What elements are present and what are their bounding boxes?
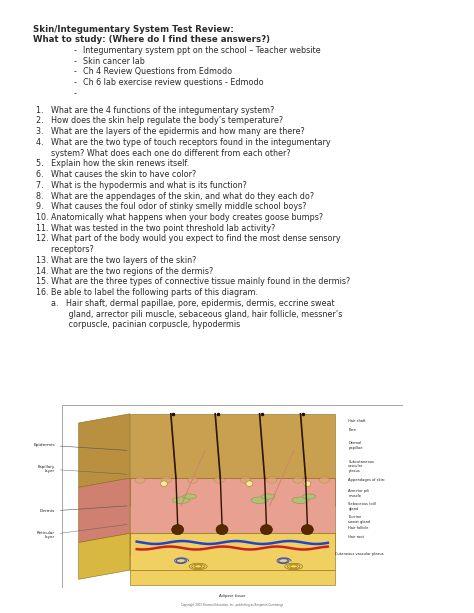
Ellipse shape <box>301 525 313 535</box>
Text: -: - <box>73 56 76 66</box>
Text: system? What does each one do different from each other?: system? What does each one do different … <box>36 148 290 158</box>
Text: Skin cancer lab: Skin cancer lab <box>83 56 145 66</box>
Ellipse shape <box>302 494 316 499</box>
Text: 15. What are the three types of connective tissue mainly found in the dermis?: 15. What are the three types of connecti… <box>36 277 350 286</box>
Bar <box>130 478 335 506</box>
Ellipse shape <box>240 477 251 483</box>
Text: What to study: (Where do I find these answers?): What to study: (Where do I find these an… <box>33 35 270 44</box>
Text: Appendages of skin:: Appendages of skin: <box>348 478 385 482</box>
Text: 5.   Explain how the skin renews itself.: 5. Explain how the skin renews itself. <box>36 159 189 169</box>
Ellipse shape <box>161 481 167 487</box>
Bar <box>130 570 335 585</box>
Text: Papillary
layer: Papillary layer <box>37 465 127 474</box>
Text: 8.   What are the appendages of the skin, and what do they each do?: 8. What are the appendages of the skin, … <box>36 191 314 200</box>
Text: Ch 4 Review Questions from Edmodo: Ch 4 Review Questions from Edmodo <box>83 67 232 77</box>
Text: Sebaceous (oil)
gland: Sebaceous (oil) gland <box>348 502 376 511</box>
Text: corpuscle, pacinian corpuscle, hypodermis: corpuscle, pacinian corpuscle, hypodermi… <box>36 320 240 329</box>
Text: Hair shaft: Hair shaft <box>348 419 366 424</box>
Ellipse shape <box>214 477 224 483</box>
Text: Arrector pili
muscle: Arrector pili muscle <box>348 489 370 498</box>
Ellipse shape <box>261 494 275 499</box>
Text: 2.   How does the skin help regulate the body’s temperature?: 2. How does the skin help regulate the b… <box>36 116 283 126</box>
Text: Hair root: Hair root <box>348 535 365 539</box>
Text: gland, arrector pili muscle, sebaceous gland, hair follicle, messner’s: gland, arrector pili muscle, sebaceous g… <box>36 310 342 319</box>
Text: -: - <box>73 46 76 55</box>
Polygon shape <box>79 478 130 543</box>
Polygon shape <box>130 414 335 478</box>
Ellipse shape <box>161 477 172 483</box>
Ellipse shape <box>196 565 201 568</box>
Ellipse shape <box>172 525 183 535</box>
Text: 9.   What causes the foul odor of stinky smelly middle school boys?: 9. What causes the foul odor of stinky s… <box>36 202 306 211</box>
Text: Dermal
papillae: Dermal papillae <box>348 441 363 450</box>
Text: Hair follicle: Hair follicle <box>348 526 369 530</box>
Text: Ch 6 lab exercise review questions - Edmodo: Ch 6 lab exercise review questions - Edm… <box>83 78 264 87</box>
Text: Reticular
layer: Reticular layer <box>37 525 127 539</box>
Ellipse shape <box>183 494 196 499</box>
Text: Eccrine
sweat gland: Eccrine sweat gland <box>348 515 371 524</box>
Ellipse shape <box>216 525 228 535</box>
Text: -: - <box>73 89 76 98</box>
Polygon shape <box>79 533 130 579</box>
Text: Adipose tissue: Adipose tissue <box>219 594 246 598</box>
Text: 10. Anatomically what happens when your body creates goose bumps?: 10. Anatomically what happens when your … <box>36 213 323 222</box>
Ellipse shape <box>291 565 296 568</box>
Text: 7.   What is the hypodermis and what is its function?: 7. What is the hypodermis and what is it… <box>36 181 246 190</box>
Text: Skin/Integumentary System Test Review:: Skin/Integumentary System Test Review: <box>33 25 234 34</box>
Ellipse shape <box>260 525 273 535</box>
Text: 11. What was tested in the two point threshold lab activity?: 11. What was tested in the two point thr… <box>36 224 275 233</box>
Ellipse shape <box>293 477 303 483</box>
Text: 16. Be able to label the following parts of this diagram.: 16. Be able to label the following parts… <box>36 288 257 297</box>
Text: 6.   What causes the skin to have color?: 6. What causes the skin to have color? <box>36 170 196 179</box>
Text: Copyright 2003 Pearson Education, Inc. publishing as Benjamin Cummings: Copyright 2003 Pearson Education, Inc. p… <box>181 603 283 607</box>
Text: -: - <box>73 78 76 87</box>
Text: receptors?: receptors? <box>36 245 93 254</box>
Text: 14. What are the two regions of the dermis?: 14. What are the two regions of the derm… <box>36 267 213 276</box>
Text: Integumentary system ppt on the school – Teacher website: Integumentary system ppt on the school –… <box>83 46 320 55</box>
Ellipse shape <box>292 497 309 503</box>
Text: Dermis: Dermis <box>39 506 127 513</box>
Polygon shape <box>130 478 335 533</box>
Text: 1.   What are the 4 functions of the integumentary system?: 1. What are the 4 functions of the integ… <box>36 105 274 115</box>
Ellipse shape <box>173 497 190 503</box>
Text: Subcutaneous
vascular
plexus: Subcutaneous vascular plexus <box>348 460 374 473</box>
Ellipse shape <box>319 477 329 483</box>
Text: 4.   What are the two type of touch receptors found in the integumentary: 4. What are the two type of touch recept… <box>36 138 330 147</box>
Ellipse shape <box>304 481 311 487</box>
Ellipse shape <box>135 477 145 483</box>
Text: -: - <box>73 67 76 77</box>
Text: Pore: Pore <box>348 428 356 433</box>
Text: 3.   What are the layers of the epidermis and how many are there?: 3. What are the layers of the epidermis … <box>36 127 304 136</box>
Ellipse shape <box>246 481 253 487</box>
Text: Cutaneous vascular plexus: Cutaneous vascular plexus <box>335 552 383 556</box>
Polygon shape <box>130 533 335 570</box>
Text: 13. What are the two layers of the skin?: 13. What are the two layers of the skin? <box>36 256 196 265</box>
Ellipse shape <box>267 477 277 483</box>
Polygon shape <box>79 414 130 487</box>
Text: Epidermis: Epidermis <box>33 443 127 451</box>
Ellipse shape <box>188 477 198 483</box>
Bar <box>130 533 335 555</box>
Text: a.   Hair shaft, dermal papillae, pore, epidermis, dermis, eccrine sweat: a. Hair shaft, dermal papillae, pore, ep… <box>36 299 334 308</box>
Ellipse shape <box>251 497 268 503</box>
Text: 12. What part of the body would you expect to find the most dense sensory: 12. What part of the body would you expe… <box>36 234 340 243</box>
